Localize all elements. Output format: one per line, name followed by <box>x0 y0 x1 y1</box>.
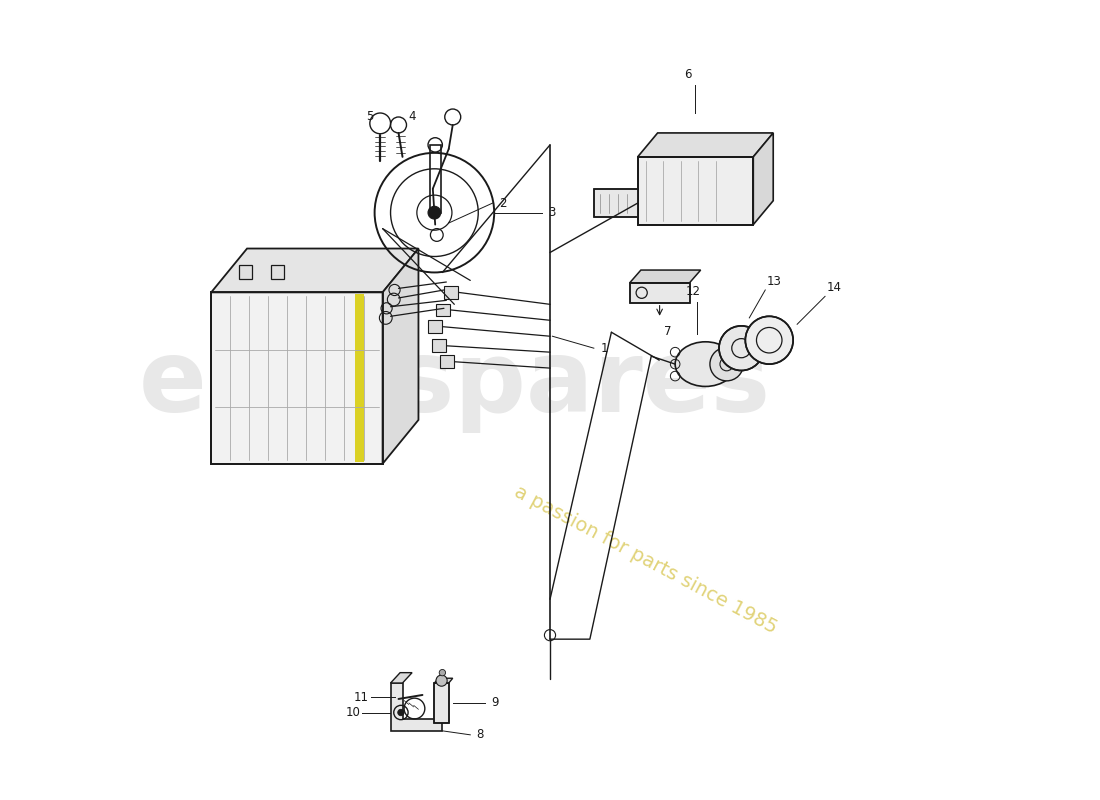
Bar <box>430 145 441 213</box>
Ellipse shape <box>675 342 736 386</box>
Bar <box>629 283 690 302</box>
Circle shape <box>436 675 448 686</box>
Polygon shape <box>638 133 773 157</box>
Bar <box>354 294 364 462</box>
Text: 11: 11 <box>354 691 368 704</box>
Text: 12: 12 <box>686 285 701 298</box>
Circle shape <box>746 316 793 364</box>
Bar <box>240 265 252 279</box>
Text: 2: 2 <box>499 197 506 210</box>
Circle shape <box>428 206 441 219</box>
Bar <box>432 339 447 352</box>
Bar <box>444 286 459 298</box>
Polygon shape <box>434 678 453 683</box>
Bar <box>428 320 442 333</box>
Bar <box>434 683 449 723</box>
Text: 5: 5 <box>366 110 373 123</box>
Text: 6: 6 <box>684 68 691 81</box>
Bar <box>638 157 754 225</box>
Polygon shape <box>390 673 412 683</box>
Bar <box>638 157 754 225</box>
Text: 14: 14 <box>826 281 842 294</box>
Circle shape <box>439 670 446 676</box>
Text: 13: 13 <box>767 274 782 287</box>
Text: 1: 1 <box>601 342 607 354</box>
Bar <box>211 292 383 464</box>
Text: 4: 4 <box>408 110 416 123</box>
Text: 10: 10 <box>345 706 361 719</box>
Polygon shape <box>629 270 701 283</box>
Bar <box>436 303 450 316</box>
Circle shape <box>719 326 763 370</box>
Text: a passion for parts since 1985: a passion for parts since 1985 <box>512 482 780 637</box>
Bar <box>594 189 638 217</box>
Bar <box>434 683 449 723</box>
Bar <box>594 189 638 217</box>
Polygon shape <box>383 249 418 464</box>
Polygon shape <box>754 133 773 225</box>
Text: 9: 9 <box>491 697 498 710</box>
Bar <box>629 283 690 302</box>
Text: 7: 7 <box>663 325 671 338</box>
Text: eurospares: eurospares <box>139 335 770 433</box>
Polygon shape <box>211 249 418 292</box>
Circle shape <box>710 347 744 381</box>
Text: 3: 3 <box>549 206 556 219</box>
Text: 8: 8 <box>476 728 484 742</box>
Bar <box>211 292 383 464</box>
Circle shape <box>398 710 404 716</box>
Bar <box>272 265 284 279</box>
Polygon shape <box>390 683 442 731</box>
Bar <box>440 355 454 368</box>
